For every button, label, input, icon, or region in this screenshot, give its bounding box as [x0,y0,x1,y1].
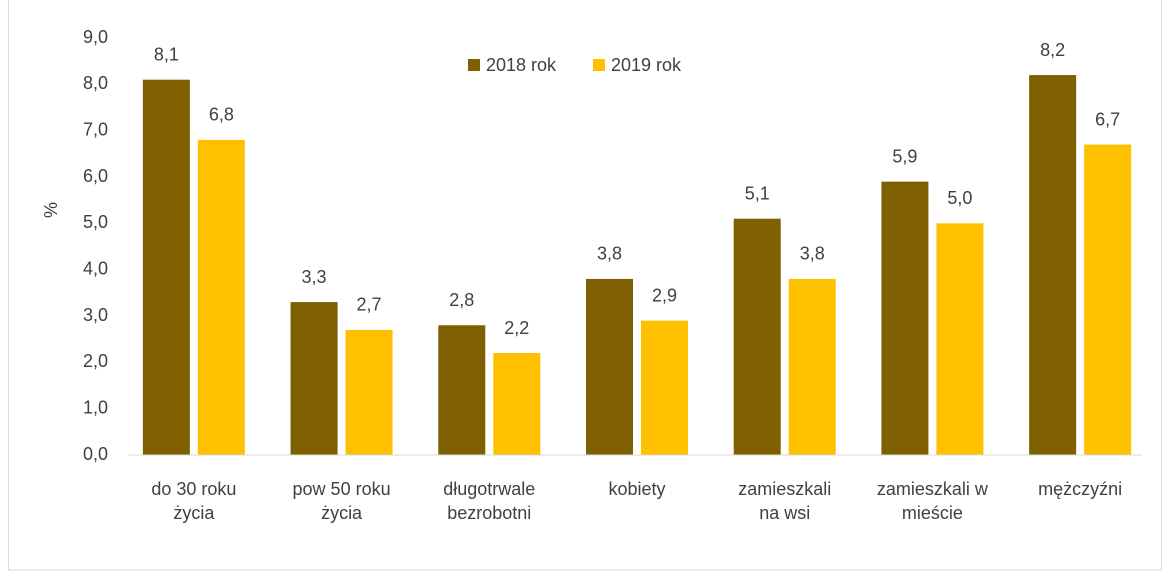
x-tick-label: na wsi [759,503,810,523]
x-tick-label: mężczyźni [1038,479,1122,499]
data-label: 6,8 [209,105,234,125]
bar [1029,75,1077,456]
y-tick-label: 6,0 [83,166,108,186]
y-tick-label: 3,0 [83,305,108,325]
x-tick-label: bezrobotni [447,503,531,523]
y-tick-label: 7,0 [83,119,108,139]
bar [438,325,486,455]
bar [733,218,781,455]
bar [290,302,338,455]
legend-swatch [468,59,480,71]
bar [788,278,836,455]
bar [345,329,393,455]
x-tick-label: życia [173,503,215,523]
bar [197,139,245,455]
x-tick-label: mieście [902,503,963,523]
bar [142,79,190,455]
y-tick-label: 8,0 [83,73,108,93]
x-tick-label: do 30 roku [151,479,236,499]
bar [641,320,688,455]
x-tick-label: długotrwale [443,479,535,499]
y-axis-label: % [41,202,61,218]
x-tick-label: kobiety [608,479,665,499]
bar [936,223,984,455]
legend-swatch [593,59,605,71]
x-tick-label: zamieszkali w [877,479,989,499]
x-tick-label: zamieszkali [738,479,831,499]
y-tick-label: 4,0 [83,258,108,278]
bar [493,353,541,455]
y-tick-label: 9,0 [83,27,108,47]
data-label: 2,7 [357,295,382,315]
data-label: 8,2 [1040,40,1065,60]
data-label: 5,1 [745,183,770,203]
legend-label: 2018 rok [486,55,557,75]
data-label: 3,8 [597,244,622,264]
x-tick-label: życia [321,503,363,523]
data-label: 8,1 [154,44,179,64]
x-tick-label: pow 50 roku [293,479,391,499]
data-label: 2,2 [504,318,529,338]
data-label: 3,3 [302,267,327,287]
data-label: 3,8 [800,244,825,264]
y-tick-label: 2,0 [83,351,108,371]
data-label: 5,9 [892,146,917,166]
bar [586,278,633,455]
legend-label: 2019 rok [611,55,682,75]
data-label: 6,7 [1095,109,1120,129]
y-tick-label: 0,0 [83,444,108,464]
data-label: 5,0 [947,188,972,208]
y-tick-label: 5,0 [83,212,108,232]
bar [1084,144,1132,456]
y-tick-label: 1,0 [83,397,108,417]
data-label: 2,8 [449,290,474,310]
bar [881,181,929,455]
data-label: 2,9 [652,285,677,305]
